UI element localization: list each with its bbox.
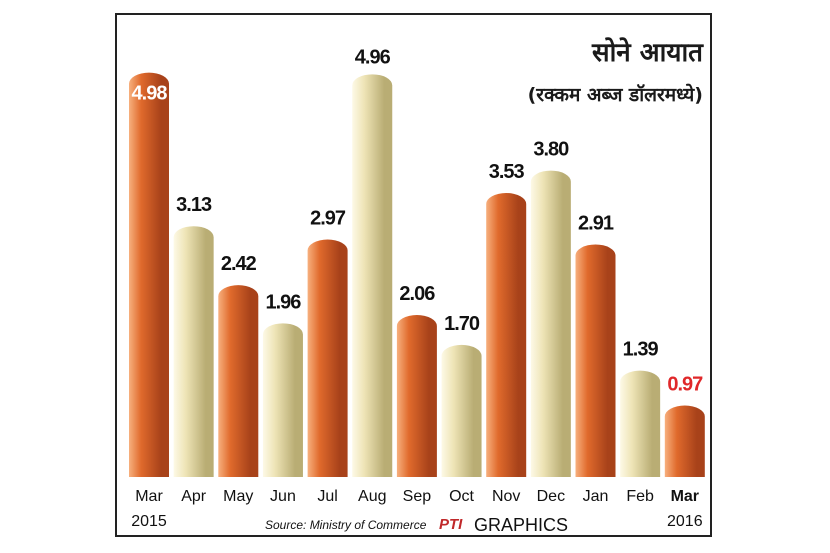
x-tick-2: May (223, 488, 253, 505)
x-tick-year-12: 2016 (667, 513, 703, 530)
value-label-4: 2.97 (310, 207, 346, 229)
chart-subtitle: (रक्कम अब्ज डॉलरमध्ये) (528, 83, 703, 106)
bar-jul-4 (307, 239, 348, 477)
value-label-1: 3.13 (176, 194, 212, 216)
x-tick-1: Apr (181, 488, 207, 505)
value-label-6: 2.06 (399, 283, 435, 305)
value-label-0: 4.98 (132, 83, 168, 105)
pti-logo: PTI (439, 516, 463, 533)
bar-jan-10 (575, 244, 616, 477)
bar-mar-0 (129, 72, 169, 477)
value-label-11: 1.39 (623, 339, 659, 361)
x-tick-9: Dec (537, 488, 565, 505)
bars-layer (129, 72, 705, 477)
value-label-5: 4.96 (355, 46, 391, 68)
value-label-10: 2.91 (578, 212, 614, 234)
x-tick-year-0: 2015 (131, 513, 167, 530)
value-label-7: 1.70 (444, 313, 480, 335)
x-tick-0: Mar (135, 488, 163, 505)
bar-mar-12 (664, 405, 705, 477)
x-tick-7: Oct (449, 488, 474, 505)
value-label-9: 3.80 (533, 139, 569, 161)
graphics-credit-text: GRAPHICS (474, 515, 568, 535)
value-label-12: 0.97 (667, 373, 703, 395)
bar-oct-7 (441, 344, 482, 477)
chart-title: सोने आयात (591, 37, 704, 68)
source-note: Source: Ministry of Commerce (265, 518, 427, 532)
x-tick-11: Feb (626, 488, 654, 505)
x-tick-6: Sep (403, 488, 432, 505)
bar-dec-9 (530, 170, 571, 477)
value-labels-layer: 4.98 3.13 2.42 1.96 2.97 4.96 2.06 1.70 3.53 3.80… (132, 46, 705, 395)
value-label-2: 2.42 (221, 253, 257, 275)
x-axis-ticks: Mar 2015 Apr May Jun Jul Aug Sep Oct Nov Dec Jan Feb… (131, 488, 702, 530)
chart-frame: सोने आयात (रक्कम अब्ज डॉलरमध्ये) 4.98 3.1… (115, 13, 712, 537)
x-tick-10: Jan (583, 488, 609, 505)
value-label-8: 3.53 (489, 161, 525, 183)
bar-nov-8 (486, 193, 527, 477)
chart-svg: सोने आयात (रक्कम अब्ज डॉलरमध्ये) 4.98 3.1… (129, 37, 705, 535)
x-tick-3: Jun (270, 488, 296, 505)
x-tick-8: Nov (492, 488, 520, 505)
x-tick-12: Mar (671, 488, 699, 505)
x-tick-5: Aug (358, 488, 386, 505)
bar-may-2 (218, 285, 259, 477)
x-tick-4: Jul (317, 488, 337, 505)
bar-jun-3 (262, 323, 303, 477)
bar-feb-11 (620, 370, 661, 477)
pti-graphics-credit: PTI GRAPHICS (439, 515, 568, 535)
bar-apr-1 (173, 226, 214, 477)
bar-aug-5 (352, 74, 393, 477)
bar-sep-6 (396, 315, 437, 477)
value-label-3: 1.96 (265, 291, 301, 313)
